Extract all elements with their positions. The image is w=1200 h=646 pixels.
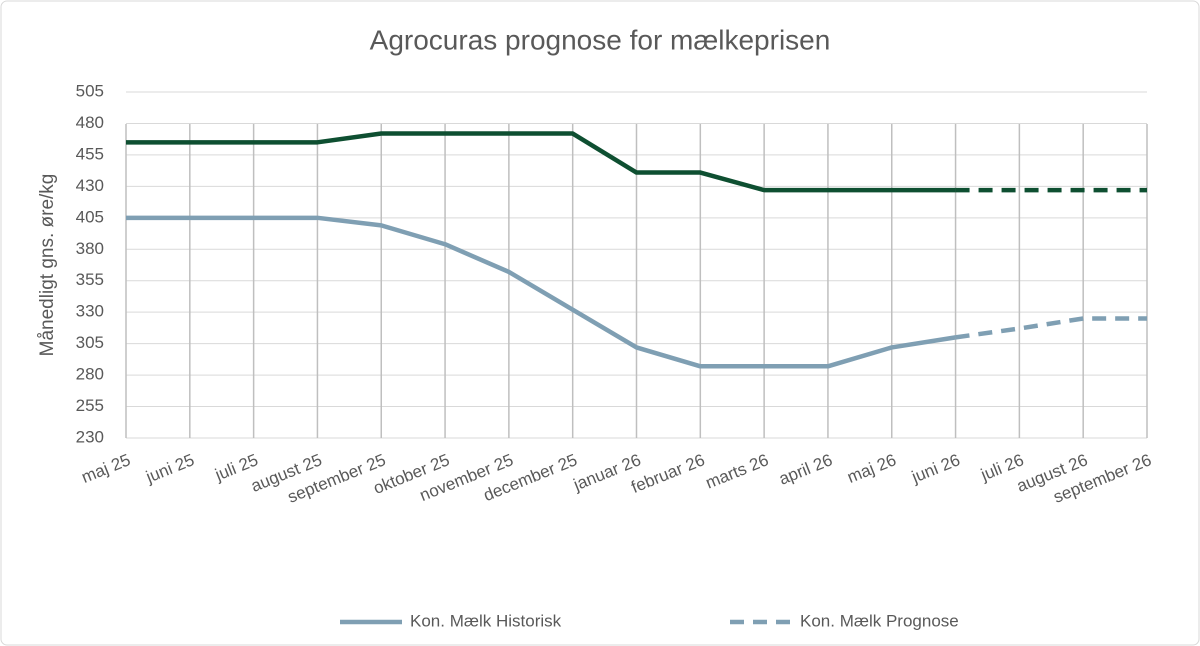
legend-label: Kon. Mælk Historisk xyxy=(410,611,562,630)
series-line xyxy=(126,215,956,369)
y-tick-label: 405 xyxy=(76,207,104,226)
y-tick-label: 430 xyxy=(76,176,104,195)
chart-title: Agrocuras prognose for mælkeprisen xyxy=(370,24,831,55)
series-line xyxy=(955,316,1147,340)
y-axis-label: Månedligt gns. øre/kg xyxy=(37,174,58,357)
y-tick-label: 230 xyxy=(76,427,104,446)
y-tick-label: 380 xyxy=(76,239,104,258)
y-tick-label: 455 xyxy=(76,144,104,163)
y-tick-label: 280 xyxy=(76,365,104,384)
y-tick-label: 480 xyxy=(76,113,104,132)
y-tick-label: 330 xyxy=(76,302,104,321)
y-tick-label: 255 xyxy=(76,396,104,415)
y-tick-label: 305 xyxy=(76,333,104,352)
y-tick-label: 505 xyxy=(76,81,104,100)
legend-label: Kon. Mælk Prognose xyxy=(800,611,959,630)
series-line xyxy=(126,131,956,193)
y-tick-label: 355 xyxy=(76,270,104,289)
